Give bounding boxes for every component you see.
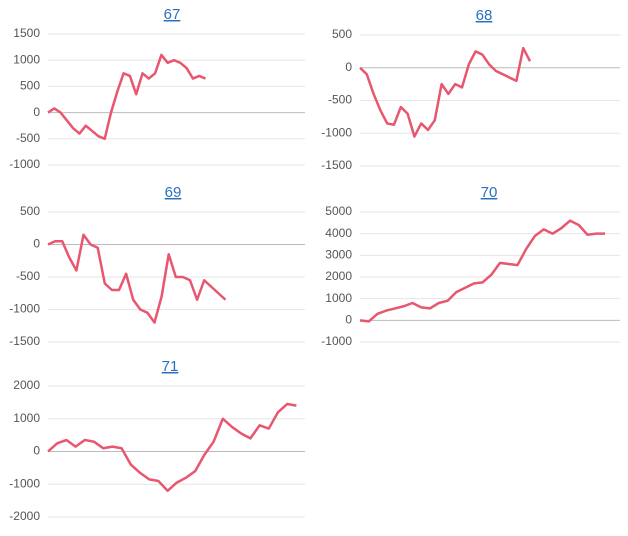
y-tick-label: 4000 (325, 226, 352, 240)
data-line (359, 219, 605, 323)
y-tick-label: -500 (16, 131, 40, 145)
y-tick-label: 500 (332, 27, 352, 41)
data-line (359, 46, 532, 138)
y-tick-label: 2000 (13, 378, 40, 392)
chart-title[interactable]: 71 (162, 358, 179, 375)
y-tick-label: -1000 (9, 476, 40, 490)
data-line (47, 402, 297, 493)
y-tick-label: 1500 (13, 26, 40, 40)
chart-title[interactable]: 70 (481, 184, 498, 201)
chart-title[interactable]: 69 (165, 184, 182, 201)
y-tick-label: 2000 (325, 269, 352, 283)
y-tick-label: 500 (20, 204, 40, 218)
y-tick-label: 3000 (325, 248, 352, 262)
y-tick-label: 500 (20, 79, 40, 93)
y-tick-label: -1000 (9, 302, 40, 316)
y-tick-label: -1500 (321, 158, 352, 172)
y-tick-label: -2000 (9, 509, 40, 523)
y-tick-label: 0 (33, 237, 40, 251)
y-tick-label: -1500 (9, 334, 40, 348)
y-tick-label: 1000 (13, 411, 40, 425)
y-tick-label: -1000 (9, 157, 40, 171)
y-tick-label: -1000 (321, 334, 352, 348)
y-tick-label: 5000 (325, 204, 352, 218)
y-tick-label: 0 (345, 313, 352, 327)
y-tick-label: 1000 (325, 291, 352, 305)
y-tick-label: -500 (328, 93, 352, 107)
chart-title[interactable]: 68 (476, 7, 493, 24)
y-tick-label: 0 (33, 444, 40, 458)
y-tick-label: 1000 (13, 52, 40, 66)
y-tick-label: -1000 (321, 125, 352, 139)
y-tick-label: 0 (345, 60, 352, 74)
chart-title[interactable]: 67 (164, 6, 181, 23)
data-line (47, 53, 206, 141)
data-line (47, 233, 227, 324)
y-tick-label: -500 (16, 269, 40, 283)
y-tick-label: 0 (33, 105, 40, 119)
